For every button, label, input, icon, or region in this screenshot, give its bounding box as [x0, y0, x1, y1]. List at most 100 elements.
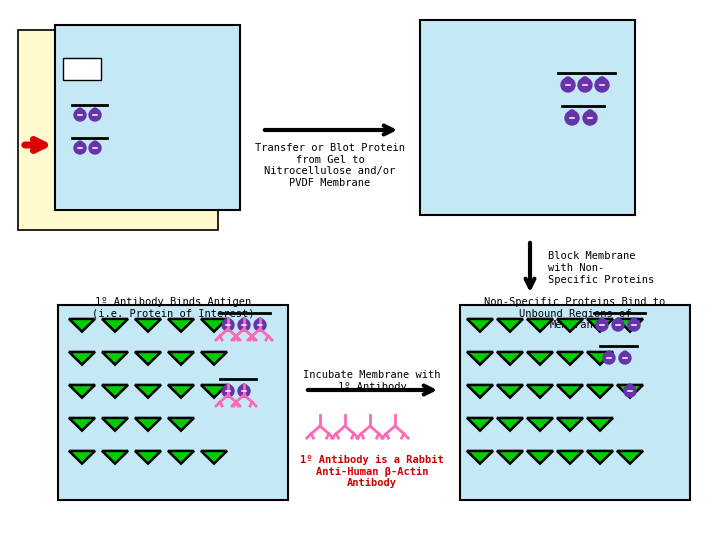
Circle shape — [241, 384, 247, 389]
Polygon shape — [557, 352, 583, 365]
Polygon shape — [135, 319, 161, 332]
Polygon shape — [102, 319, 128, 332]
Circle shape — [622, 351, 628, 356]
Circle shape — [612, 319, 624, 331]
Polygon shape — [557, 385, 583, 397]
Polygon shape — [527, 385, 553, 397]
Polygon shape — [527, 451, 553, 464]
Polygon shape — [467, 319, 493, 332]
Polygon shape — [467, 451, 493, 464]
Polygon shape — [617, 385, 643, 397]
Bar — [420, 20, 635, 215]
Text: Non-Specific Proteins Bind to
Unbound Regions of
Membrane: Non-Specific Proteins Bind to Unbound Re… — [485, 297, 665, 330]
Polygon shape — [467, 385, 493, 397]
Bar — [63, 58, 101, 80]
Polygon shape — [102, 418, 128, 430]
Polygon shape — [587, 418, 613, 430]
Polygon shape — [135, 352, 161, 365]
Circle shape — [582, 77, 588, 83]
Circle shape — [257, 318, 263, 323]
Circle shape — [225, 318, 230, 323]
Polygon shape — [135, 451, 161, 464]
Circle shape — [254, 319, 266, 331]
Circle shape — [583, 111, 597, 125]
Circle shape — [569, 110, 575, 116]
Polygon shape — [587, 319, 613, 332]
Circle shape — [631, 318, 636, 323]
Polygon shape — [467, 418, 493, 430]
Circle shape — [619, 352, 631, 364]
Polygon shape — [557, 418, 583, 430]
Text: Transfer or Blot Protein
from Gel to
Nitrocellulose and/or
PVDF Membrane: Transfer or Blot Protein from Gel to Nit… — [255, 143, 405, 188]
Polygon shape — [497, 385, 523, 397]
Text: Incubate Membrane with
1º Antibody: Incubate Membrane with 1º Antibody — [303, 370, 441, 392]
Bar — [55, 25, 240, 210]
Text: Block Membrane
with Non-
Specific Proteins: Block Membrane with Non- Specific Protei… — [548, 252, 654, 285]
Polygon shape — [617, 319, 643, 332]
Polygon shape — [497, 451, 523, 464]
Circle shape — [624, 385, 636, 397]
Circle shape — [616, 318, 621, 323]
Bar — [58, 305, 288, 500]
Circle shape — [587, 110, 593, 116]
Polygon shape — [69, 319, 95, 332]
Polygon shape — [168, 352, 194, 365]
Circle shape — [627, 384, 633, 389]
Bar — [18, 30, 218, 230]
Polygon shape — [102, 451, 128, 464]
Polygon shape — [201, 319, 227, 332]
Polygon shape — [69, 352, 95, 365]
Circle shape — [222, 319, 234, 331]
Polygon shape — [527, 319, 553, 332]
Circle shape — [596, 319, 608, 331]
Polygon shape — [102, 352, 128, 365]
Polygon shape — [527, 418, 553, 430]
Bar — [460, 305, 690, 500]
Circle shape — [565, 111, 579, 125]
Polygon shape — [201, 352, 227, 365]
Polygon shape — [69, 418, 95, 430]
Polygon shape — [557, 319, 583, 332]
Circle shape — [599, 77, 605, 83]
Circle shape — [628, 319, 640, 331]
Circle shape — [241, 318, 247, 323]
Polygon shape — [587, 352, 613, 365]
Circle shape — [561, 78, 575, 92]
Circle shape — [92, 108, 98, 113]
Polygon shape — [467, 352, 493, 365]
Text: 1º Antibody is a Rabbit
Anti-Human β-Actin
Antibody: 1º Antibody is a Rabbit Anti-Human β-Act… — [300, 455, 444, 488]
Polygon shape — [201, 385, 227, 397]
Circle shape — [77, 108, 83, 113]
Circle shape — [603, 352, 615, 364]
Circle shape — [74, 109, 86, 121]
Circle shape — [225, 384, 230, 389]
Polygon shape — [135, 385, 161, 397]
Polygon shape — [557, 451, 583, 464]
Polygon shape — [168, 385, 194, 397]
Polygon shape — [497, 319, 523, 332]
Polygon shape — [497, 352, 523, 365]
Circle shape — [92, 141, 98, 146]
Circle shape — [89, 109, 101, 121]
Polygon shape — [168, 418, 194, 430]
Circle shape — [578, 78, 592, 92]
Circle shape — [238, 385, 250, 397]
Circle shape — [595, 78, 609, 92]
Polygon shape — [168, 451, 194, 464]
Circle shape — [74, 142, 86, 154]
Polygon shape — [527, 352, 553, 365]
Circle shape — [89, 142, 101, 154]
Polygon shape — [135, 418, 161, 430]
Circle shape — [77, 141, 83, 146]
Text: 1º Antibody Binds Antigen
(i.e. Protein of Interest): 1º Antibody Binds Antigen (i.e. Protein … — [91, 297, 254, 319]
Polygon shape — [201, 451, 227, 464]
Polygon shape — [69, 385, 95, 397]
Circle shape — [599, 318, 605, 323]
Polygon shape — [168, 319, 194, 332]
Polygon shape — [587, 385, 613, 397]
Polygon shape — [69, 451, 95, 464]
Circle shape — [222, 385, 234, 397]
Circle shape — [565, 77, 571, 83]
Polygon shape — [617, 451, 643, 464]
Circle shape — [238, 319, 250, 331]
